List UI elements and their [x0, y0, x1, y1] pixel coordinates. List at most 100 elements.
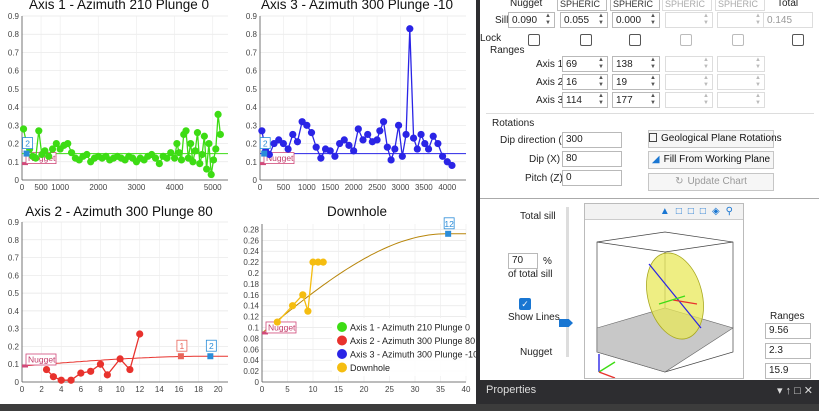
axis1-range4-input[interactable]: ▲ ▼	[717, 56, 765, 72]
view-top-icon[interactable]: □	[699, 206, 712, 217]
sill-structure3-input[interactable]: ▲ ▼	[665, 12, 713, 28]
y-tick-label: 0.7	[246, 48, 258, 57]
x-tick-label: 40	[462, 385, 471, 394]
axis3-range4-input[interactable]: ▲ ▼	[717, 92, 765, 108]
data-point	[216, 130, 224, 139]
series-line	[276, 261, 324, 323]
structure1-type-select[interactable]: SPHERIC ⌄	[557, 0, 607, 21]
x-tick-label: 10	[309, 385, 318, 394]
legend-swatch	[337, 335, 347, 346]
axis3-range3-input[interactable]: ▲ ▼	[665, 92, 713, 108]
y-tick-label: 0.7	[8, 48, 20, 57]
x-tick-label: 0	[258, 183, 263, 192]
chart-plot: 00.020.040.060.080.10.120.140.160.180.20…	[243, 217, 478, 394]
structure-badge	[176, 339, 188, 352]
data-point	[136, 330, 144, 338]
y-tick-label: 0.3	[8, 325, 20, 334]
x-tick-label: 5	[285, 385, 290, 394]
structure2-type-select[interactable]: SPHERIC ⌄	[610, 0, 660, 21]
data-point	[299, 291, 307, 299]
data-point	[359, 136, 367, 144]
chart-title: Axis 2 - Azimuth 300 Plunge 80	[25, 204, 213, 219]
sill-structure4-input[interactable]: ▲ ▼	[717, 12, 765, 28]
data-point	[209, 156, 218, 164]
data-point	[406, 25, 414, 33]
y-tick-label: 0	[15, 378, 20, 387]
status-bar	[0, 404, 819, 411]
structure-badge	[22, 137, 33, 149]
ellipsoid-3d-view[interactable]: ▲□□□◈⚲	[584, 203, 744, 379]
sill-slider-thumb[interactable]	[559, 319, 573, 327]
axis1-range2-input[interactable]: 138 ▲ ▼	[612, 56, 660, 72]
nugget-badge	[265, 321, 297, 334]
show-lines-checkbox[interactable]: ✓	[519, 298, 531, 310]
sill-structure2-input[interactable]: 0.000 ▲ ▼	[612, 12, 660, 28]
x-tick-label: 2000	[89, 183, 107, 192]
data-point	[41, 147, 49, 155]
lock-nugget-checkbox[interactable]	[528, 34, 540, 46]
pane-controls[interactable]: ▾ ↑ □ ✕	[776, 385, 813, 397]
chart-axis1: Axis 1 - Azimuth 210 Plunge 0 0 0.1 0.2 0.3…	[0, 0, 238, 200]
x-tick-label: 1500	[321, 183, 339, 192]
y-tick-label: 0.2	[8, 140, 20, 149]
data-point	[314, 258, 322, 266]
view-iso-icon[interactable]: ◈	[711, 206, 726, 217]
structure4-type-select[interactable]: SPHERIC ⌄	[715, 0, 765, 21]
sill-slider-track[interactable]	[566, 207, 569, 357]
y-tick-label: 0.1	[8, 158, 20, 167]
sill-label: Sill	[495, 15, 509, 26]
data-point	[19, 125, 28, 133]
axis2-range3-input[interactable]: ▲ ▼	[665, 74, 713, 90]
lock-structure1-checkbox[interactable]	[580, 34, 592, 46]
data-point	[391, 145, 399, 153]
chart-axis3: Axis 3 - Azimuth 300 Plunge -10 0 0.1 0.2 0…	[238, 0, 476, 200]
splitter[interactable]	[476, 0, 480, 404]
y-tick-label: 0.1	[246, 158, 258, 167]
y-tick-label: 0	[255, 378, 260, 387]
data-point	[207, 170, 215, 179]
axis2-range2-input[interactable]: 19 ▲ ▼	[612, 74, 660, 90]
axis2-range4-input[interactable]: ▲ ▼	[717, 74, 765, 90]
lock-structure4-checkbox[interactable]	[732, 34, 744, 46]
y-tick-label: 0.6	[8, 271, 20, 280]
axis3-range2-input[interactable]: 177 ▲ ▼	[612, 92, 660, 108]
axis3-range1-input[interactable]: 114 ▲ ▼	[562, 92, 608, 108]
data-point	[189, 158, 197, 166]
percent-total-sill-input[interactable]: 70	[508, 253, 538, 269]
structure3-type-select[interactable]: SPHERIC ⌄	[662, 0, 712, 21]
geological-plane-rotations-button[interactable]: Geological Plane Rotations	[648, 130, 782, 148]
update-chart-button[interactable]: ↻ Update Chart	[648, 173, 774, 191]
structure-marker	[177, 353, 184, 360]
y-tick-label: 0.6	[246, 67, 258, 76]
axis2-range1-input[interactable]: 16 ▲ ▼	[562, 74, 608, 90]
sill-nugget-input[interactable]: 0.090 ▲ ▼	[508, 12, 555, 28]
y-tick-label: 0.5	[8, 289, 20, 298]
view-front-icon[interactable]: □	[675, 206, 688, 217]
variogram-charts-area: Axis 1 - Azimuth 210 Plunge 0 0 0.1 0.2 0.3…	[0, 0, 478, 404]
fill-from-working-plane-button[interactable]: ◢ Fill From Working Plane	[648, 151, 774, 169]
data-point	[182, 127, 190, 135]
x-tick-label: 2000	[345, 183, 363, 192]
zoom-icon[interactable]: ⚲	[725, 206, 739, 217]
axis1-range1-input[interactable]: 69 ▲ ▼	[562, 56, 608, 72]
lock-structure2-checkbox[interactable]	[629, 34, 641, 46]
legend-background	[332, 318, 478, 376]
axis1-range3-input[interactable]: ▲ ▼	[665, 56, 713, 72]
y-tick-label: 0.1	[8, 360, 20, 369]
x-tick-label: 20	[214, 385, 223, 394]
lock-structure3-checkbox[interactable]	[680, 34, 692, 46]
sill-structure1-input[interactable]: 0.055 ▲ ▼	[560, 12, 608, 28]
view-side-icon[interactable]: □	[687, 206, 700, 217]
lock-total-checkbox[interactable]	[792, 34, 804, 46]
pitch-input[interactable]: 0	[562, 170, 622, 186]
properties-title: Properties	[486, 384, 537, 396]
view-home-icon[interactable]: ▲	[659, 206, 676, 217]
nugget-badge	[25, 353, 57, 366]
dip-input[interactable]: 80	[562, 151, 622, 167]
structure-marker	[445, 230, 452, 237]
structure-marker	[261, 150, 268, 157]
dip-direction-input[interactable]: 300	[562, 132, 622, 148]
legend-entry: Axis 1 - Azimuth 210 Plunge 0	[350, 323, 470, 333]
nugget-label: Nugget	[28, 355, 56, 365]
structure-label: 2	[25, 139, 30, 149]
